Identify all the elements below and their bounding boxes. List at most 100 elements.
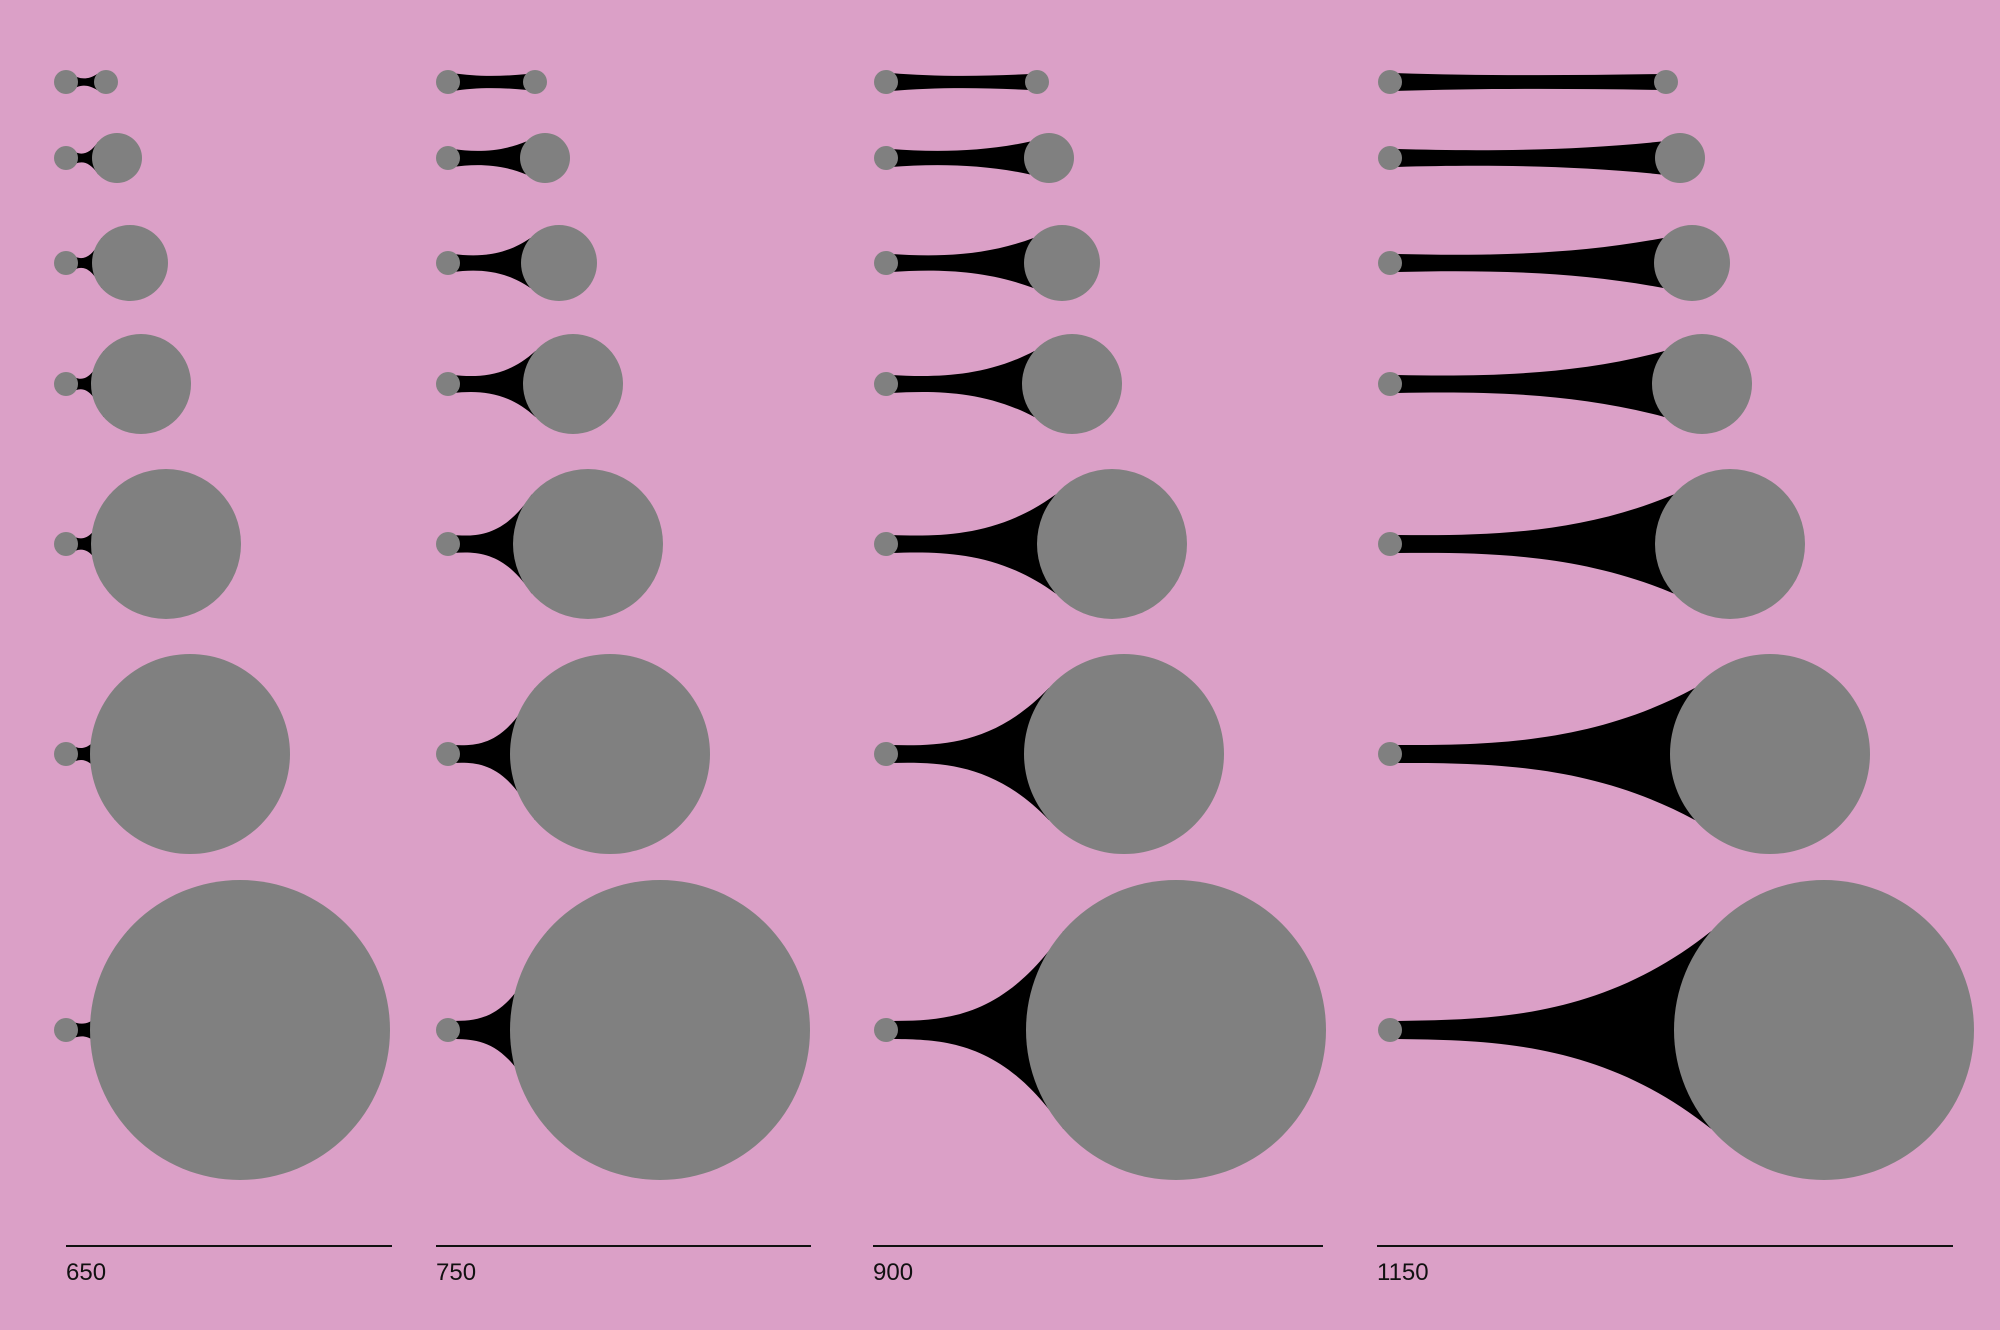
metaball-bridge [1394, 494, 1730, 594]
column-label: 1150 [1377, 1259, 1429, 1286]
small-circle [436, 742, 460, 766]
metaball-bridge [890, 237, 1062, 289]
large-circle [90, 880, 390, 1180]
metaball-pair [54, 880, 390, 1180]
metaball-pair [436, 133, 570, 183]
metaball-bridge [1394, 73, 1666, 91]
small-circle [54, 70, 78, 94]
metaball-pair [874, 880, 1326, 1180]
metaball-pair [436, 334, 623, 434]
large-circle [1674, 880, 1974, 1180]
small-circle [436, 1018, 460, 1042]
metaball-pair [1378, 133, 1705, 183]
metaball-pair [54, 70, 118, 94]
column-label: 900 [873, 1259, 913, 1286]
column-label: 650 [66, 1259, 106, 1286]
large-circle [523, 70, 547, 94]
small-circle [54, 372, 78, 396]
metaball-pair [1378, 880, 1974, 1180]
metaball-pair [1378, 70, 1678, 94]
metaball-bridge [1394, 141, 1680, 175]
small-circle [54, 532, 78, 556]
metaball-pair [1378, 654, 1870, 854]
large-circle [523, 334, 623, 434]
metaball-pair [874, 469, 1187, 619]
metaball-pair [874, 133, 1074, 183]
metaball-bridge [1394, 351, 1702, 417]
metaball-pair [436, 225, 597, 301]
large-circle [513, 469, 663, 619]
small-circle [54, 1018, 78, 1042]
small-circle [1378, 1018, 1402, 1042]
large-circle [1024, 654, 1224, 854]
small-circle [1378, 532, 1402, 556]
metaball-pair [1378, 334, 1752, 434]
metaball-pair [1378, 225, 1730, 301]
large-circle [90, 654, 290, 854]
column-650: 650 [54, 70, 392, 1286]
large-circle [1037, 469, 1187, 619]
large-circle [1670, 654, 1870, 854]
large-circle [1654, 70, 1678, 94]
metaball-pair [874, 654, 1224, 854]
metaball-pair [54, 334, 191, 434]
metaball-pair [436, 70, 547, 94]
metaball-pair [54, 133, 142, 183]
metaball-pair [54, 469, 241, 619]
small-circle [1378, 70, 1402, 94]
metaball-pair [874, 334, 1122, 434]
metaball-bridge [890, 73, 1037, 91]
large-circle [1655, 133, 1705, 183]
large-circle [92, 133, 142, 183]
metaball-pair [436, 469, 663, 619]
metaball-bridge [1394, 237, 1692, 289]
small-circle [1378, 251, 1402, 275]
column-label: 750 [436, 1259, 476, 1286]
large-circle [510, 654, 710, 854]
large-circle [1655, 469, 1805, 619]
metaball-pair [436, 654, 710, 854]
large-circle [1024, 225, 1100, 301]
large-circle [1654, 225, 1730, 301]
small-circle [874, 70, 898, 94]
metaball-pair [54, 225, 168, 301]
small-circle [874, 1018, 898, 1042]
small-circle [874, 146, 898, 170]
metaball-pair [436, 880, 810, 1180]
large-circle [1026, 880, 1326, 1180]
large-circle [1652, 334, 1752, 434]
large-circle [1022, 334, 1122, 434]
large-circle [1025, 70, 1049, 94]
large-circle [521, 225, 597, 301]
small-circle [436, 532, 460, 556]
small-circle [874, 372, 898, 396]
column-1150: 1150 [1377, 70, 1974, 1286]
large-circle [94, 70, 118, 94]
metaball-pair [1378, 469, 1805, 619]
small-circle [436, 146, 460, 170]
metaball-pair [874, 70, 1049, 94]
column-900: 900 [873, 70, 1326, 1286]
small-circle [874, 532, 898, 556]
small-circle [54, 251, 78, 275]
large-circle [1024, 133, 1074, 183]
large-circle [91, 469, 241, 619]
small-circle [1378, 372, 1402, 396]
large-circle [520, 133, 570, 183]
large-circle [91, 334, 191, 434]
small-circle [1378, 742, 1402, 766]
small-circle [54, 742, 78, 766]
small-circle [874, 742, 898, 766]
small-circle [436, 251, 460, 275]
column-750: 750 [436, 70, 811, 1286]
small-circle [1378, 146, 1402, 170]
small-circle [436, 70, 460, 94]
metaball-bridge [890, 141, 1049, 175]
metaball-pair [874, 225, 1100, 301]
metaball-bridge [452, 73, 535, 91]
large-circle [510, 880, 810, 1180]
metaball-pair [54, 654, 290, 854]
large-circle [92, 225, 168, 301]
